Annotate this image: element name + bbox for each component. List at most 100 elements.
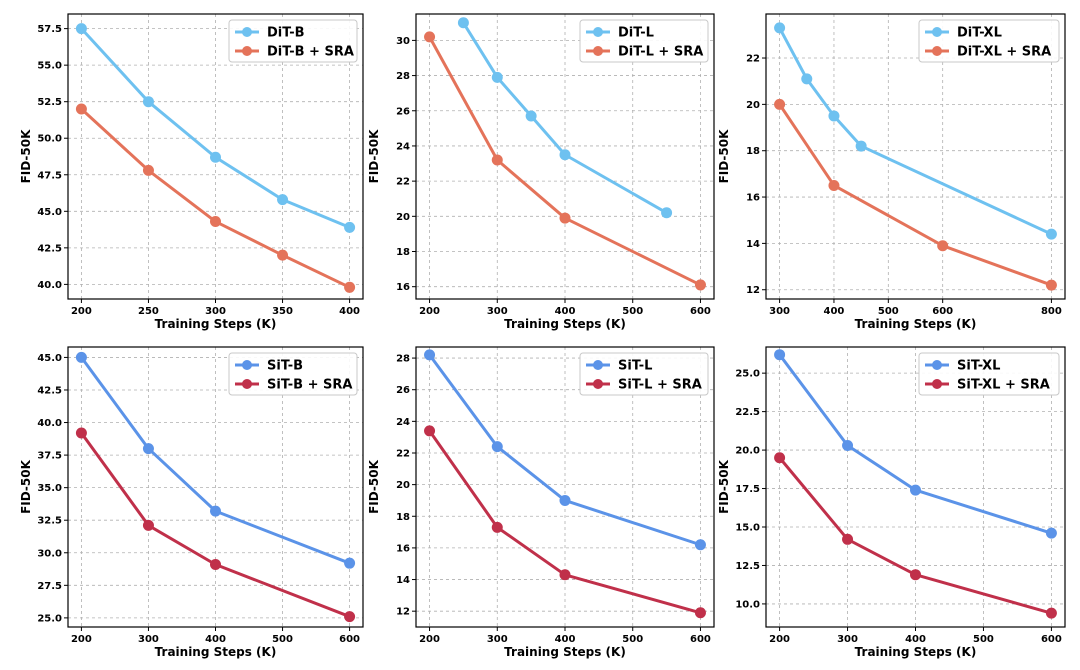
- x-tick-label: 400: [339, 306, 360, 317]
- data-point: [842, 439, 854, 451]
- legend-swatch-marker: [593, 360, 603, 370]
- y-tick-label: 47.5: [37, 170, 62, 181]
- x-tick-label: 200: [71, 634, 92, 645]
- y-tick-label: 40.0: [37, 280, 62, 291]
- data-point: [142, 519, 154, 531]
- y-tick-label: 30: [396, 36, 410, 47]
- x-tick-label: 300: [138, 634, 159, 645]
- y-tick-label: 15.0: [735, 523, 760, 534]
- data-point: [559, 569, 571, 581]
- x-axis-label: Training Steps (K): [155, 645, 277, 659]
- data-point: [801, 73, 813, 85]
- y-tick-label: 18: [396, 512, 410, 523]
- data-point: [661, 207, 673, 219]
- x-tick-label: 400: [905, 634, 926, 645]
- legend-swatch-marker: [593, 46, 603, 56]
- y-tick-label: 20: [396, 212, 410, 223]
- y-tick-label: 45.0: [37, 207, 62, 218]
- plot-frame: [67, 346, 364, 628]
- data-point: [142, 443, 154, 455]
- y-axis-label: FID-50K: [367, 459, 381, 514]
- x-tick-label: 200: [769, 634, 790, 645]
- data-point: [277, 194, 289, 206]
- legend-label: DiT-XL: [957, 26, 1002, 41]
- data-point: [344, 221, 356, 233]
- data-point: [774, 22, 786, 34]
- data-point: [774, 349, 786, 361]
- data-point: [491, 441, 503, 453]
- series-line-2: [79, 431, 352, 619]
- y-tick-label: 26: [396, 106, 410, 117]
- y-tick-label: 18: [746, 146, 760, 157]
- legend-box: [579, 19, 709, 63]
- y-tick-label: 42.5: [37, 385, 62, 396]
- x-tick-label: 350: [272, 306, 293, 317]
- data-point: [937, 240, 949, 252]
- series-line-2: [778, 456, 1053, 615]
- x-tick-label: 300: [205, 306, 226, 317]
- x-axis-label: Training Steps (K): [504, 645, 626, 659]
- x-tick-label: 300: [769, 306, 790, 317]
- legend-box: [918, 19, 1060, 63]
- x-tick-label: 600: [1041, 634, 1062, 645]
- legend-label: SiT-L: [618, 359, 652, 374]
- data-point: [344, 557, 356, 569]
- chart-panel-3: 300 400 500 600 800 12 14 16 18 20 22 Training Step…: [717, 13, 1066, 331]
- y-tick-label: 25.0: [735, 369, 760, 380]
- legend-label: SiT-XL: [957, 359, 1000, 374]
- y-tick-label: 24: [396, 141, 410, 152]
- y-axis-label: FID-50K: [19, 129, 33, 184]
- y-tick-label: 25.0: [37, 613, 62, 624]
- series-line-1: [428, 353, 702, 547]
- data-point: [457, 17, 469, 29]
- legend-box: [579, 352, 709, 396]
- chart-panel-2: 200 300 400 500 600 16 18 20 22 24 26 28 30 Training …: [367, 13, 715, 331]
- data-point: [491, 154, 503, 166]
- data-point: [491, 521, 503, 533]
- x-tick-label: 500: [622, 306, 643, 317]
- legend-label: SiT-B: [267, 359, 303, 374]
- y-tick-label: 14: [746, 239, 760, 250]
- x-axis-label: Training Steps (K): [855, 645, 977, 659]
- y-tick-label: 35.0: [37, 483, 62, 494]
- x-tick-label: 400: [205, 634, 226, 645]
- x-tick-label: 500: [878, 306, 899, 317]
- legend-label: SiT-L + SRA: [618, 378, 702, 393]
- data-point: [142, 164, 154, 176]
- data-point: [424, 31, 436, 43]
- y-tick-label: 55.0: [37, 61, 62, 72]
- data-point: [75, 351, 87, 363]
- data-point: [774, 98, 786, 110]
- legend-swatch-marker: [932, 360, 942, 370]
- y-tick-label: 12.5: [735, 561, 760, 572]
- data-point: [1045, 607, 1057, 619]
- y-tick-label: 16: [396, 543, 410, 554]
- series-line-2: [428, 429, 702, 615]
- legend-swatch-marker: [932, 379, 942, 389]
- legend-box: [228, 19, 358, 63]
- data-point: [75, 23, 87, 35]
- plot-frame: [765, 346, 1066, 628]
- y-tick-label: 32.5: [37, 516, 62, 527]
- y-tick-label: 27.5: [37, 581, 62, 592]
- y-axis-label: FID-50K: [19, 459, 33, 514]
- series-line-2: [778, 102, 1053, 287]
- x-tick-label: 800: [1041, 306, 1062, 317]
- x-axis-label: Training Steps (K): [155, 317, 277, 331]
- x-tick-label: 500: [973, 634, 994, 645]
- x-tick-label: 500: [272, 634, 293, 645]
- data-point: [910, 484, 921, 496]
- y-tick-label: 22: [746, 54, 760, 65]
- y-tick-label: 20: [746, 100, 760, 111]
- x-tick-label: 400: [555, 634, 576, 645]
- legend-label: DiT-L: [618, 26, 654, 41]
- x-tick-label: 600: [690, 306, 711, 317]
- legend-label: SiT-XL + SRA: [957, 378, 1050, 393]
- data-point: [1045, 228, 1057, 240]
- data-point: [910, 569, 921, 581]
- data-point: [75, 427, 87, 439]
- legend: SiT-L SiT-L + SRA: [579, 352, 709, 396]
- plot-frame: [415, 346, 715, 628]
- y-tick-label: 52.5: [37, 97, 62, 108]
